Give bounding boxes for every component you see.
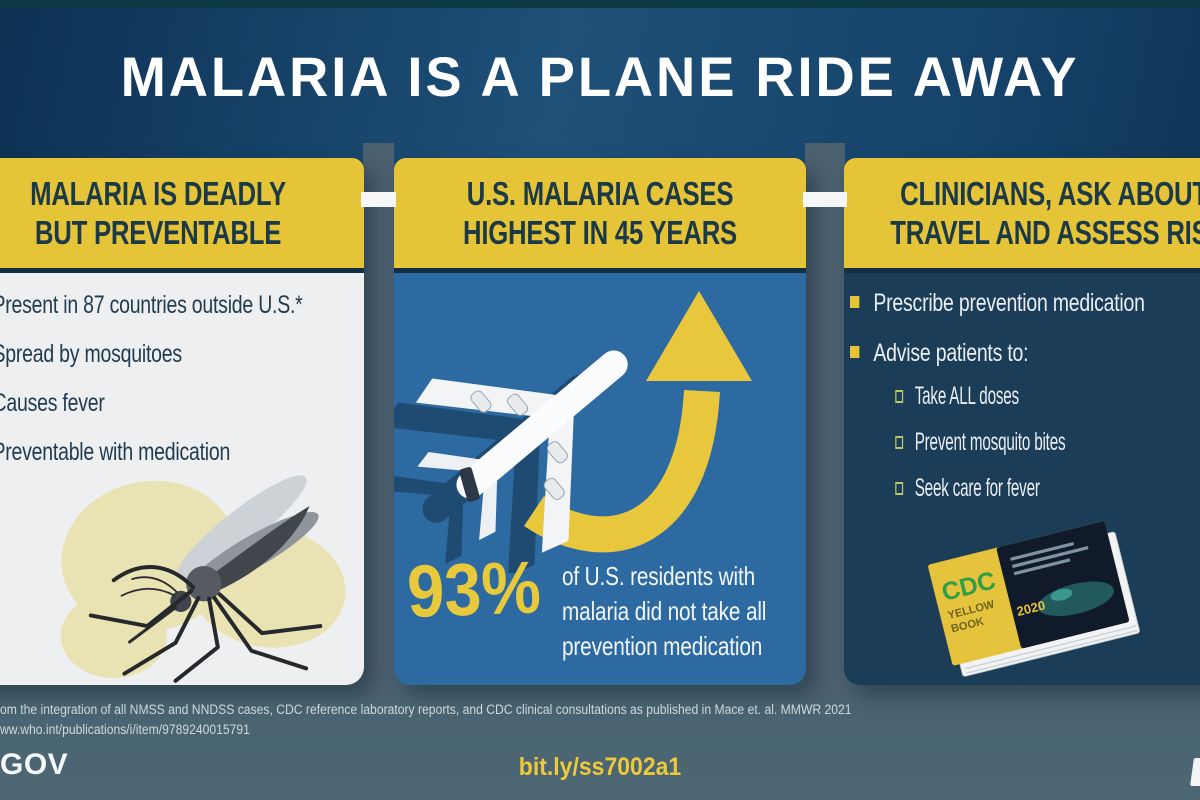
card-malaria-deadly: MALARIA IS DEADLY BUT PREVENTABLE Presen… [0, 158, 364, 685]
list-item: Prescribe prevention medication [850, 289, 1173, 318]
mosquito-icon [60, 475, 346, 683]
book-year-text: 2020 [1015, 597, 1047, 619]
bitly-link-text: bit.ly/ss7002a1 [518, 753, 682, 781]
page-title: MALARIA IS A PLANE RIDE AWAY [120, 45, 1080, 108]
card-body-deadly: Present in 87 countries outside U.S.* Sp… [0, 273, 364, 685]
card-header-text: MALARIA IS DEADLY BUT PREVENTABLE [0, 158, 319, 252]
stat-description: of U.S. residents with malaria did not t… [562, 555, 766, 664]
list-item: Causes fever [0, 389, 276, 418]
card-header-text: U.S. MALARIA CASES HIGHEST IN 45 YEARS [439, 158, 760, 252]
card-header-text: CLINICIANS, ASK ABOUT TRAVEL AND ASSESS … [890, 158, 1200, 252]
list-item-label: Advise patients to: [873, 339, 1029, 367]
card-gap-strip [805, 143, 845, 700]
card-divider [844, 268, 1200, 273]
plane-rising-arrow-icon [394, 291, 752, 573]
card-body-cases: 93% of U.S. residents with malaria did n… [394, 273, 806, 685]
card-divider [394, 268, 806, 273]
stat-value: 93% [405, 545, 542, 633]
clinician-actions-list: Prescribe prevention medication Advise p… [850, 289, 1200, 503]
card-body-clinicians: Prescribe prevention medication Advise p… [844, 273, 1200, 685]
list-item: Advise patients to: Take ALL doses Preve… [850, 339, 1173, 503]
list-item: Preventable with medication [0, 438, 276, 467]
header-line: U.S. MALARIA CASES [466, 175, 734, 212]
sub-list-item: Prevent mosquito bites [895, 428, 1112, 457]
top-edge-strip [0, 0, 1200, 8]
card-header-cases: U.S. MALARIA CASES HIGHEST IN 45 YEARS [394, 158, 806, 268]
footnote-source-text: om the integration of all NMSS and NNDSS… [0, 702, 852, 717]
header-line: MALARIA IS DEADLY [30, 175, 286, 212]
card-clinicians: CLINICIANS, ASK ABOUT TRAVEL AND ASSESS … [844, 158, 1200, 685]
sub-list-item: Seek care for fever [895, 474, 1112, 503]
statistic-callout: 93% of U.S. residents with malaria did n… [406, 545, 806, 664]
list-item: Spread by mosquitoes [0, 340, 276, 369]
header-line: BUT PREVENTABLE [34, 214, 282, 251]
header-line: CLINICIANS, ASK ABOUT [900, 175, 1200, 212]
card-header-clinicians: CLINICIANS, ASK ABOUT TRAVEL AND ASSESS … [844, 158, 1200, 268]
stat-line: of U.S. residents with [562, 561, 756, 591]
header-line: HIGHEST IN 45 YEARS [462, 214, 737, 251]
sub-list-item: Take ALL doses [895, 382, 1112, 411]
card-header-deadly: MALARIA IS DEADLY BUT PREVENTABLE [0, 158, 364, 268]
card-gap-strip [363, 143, 394, 700]
header-line: TRAVEL AND ASSESS RISK [890, 214, 1200, 251]
deadly-facts-list: Present in 87 countries outside U.S.* Sp… [0, 291, 364, 467]
list-item: Present in 87 countries outside U.S.* [0, 291, 303, 320]
footnote-url-text: ww.who.int/publications/i/item/978924001… [0, 722, 250, 737]
stat-line: prevention medication [562, 631, 763, 661]
card-connector-line [803, 192, 847, 207]
cdc-yellow-book-icon: CDC YELLOW BOOK 2020 [928, 521, 1140, 677]
card-divider [0, 268, 364, 273]
card-us-cases: U.S. MALARIA CASES HIGHEST IN 45 YEARS [394, 158, 806, 685]
patient-advice-sublist: Take ALL doses Prevent mosquito bites Se… [895, 382, 1173, 503]
cdc-gov-label: GOV [0, 748, 69, 781]
card-connector-line [361, 192, 396, 207]
stat-line: malaria did not take all [562, 596, 767, 626]
